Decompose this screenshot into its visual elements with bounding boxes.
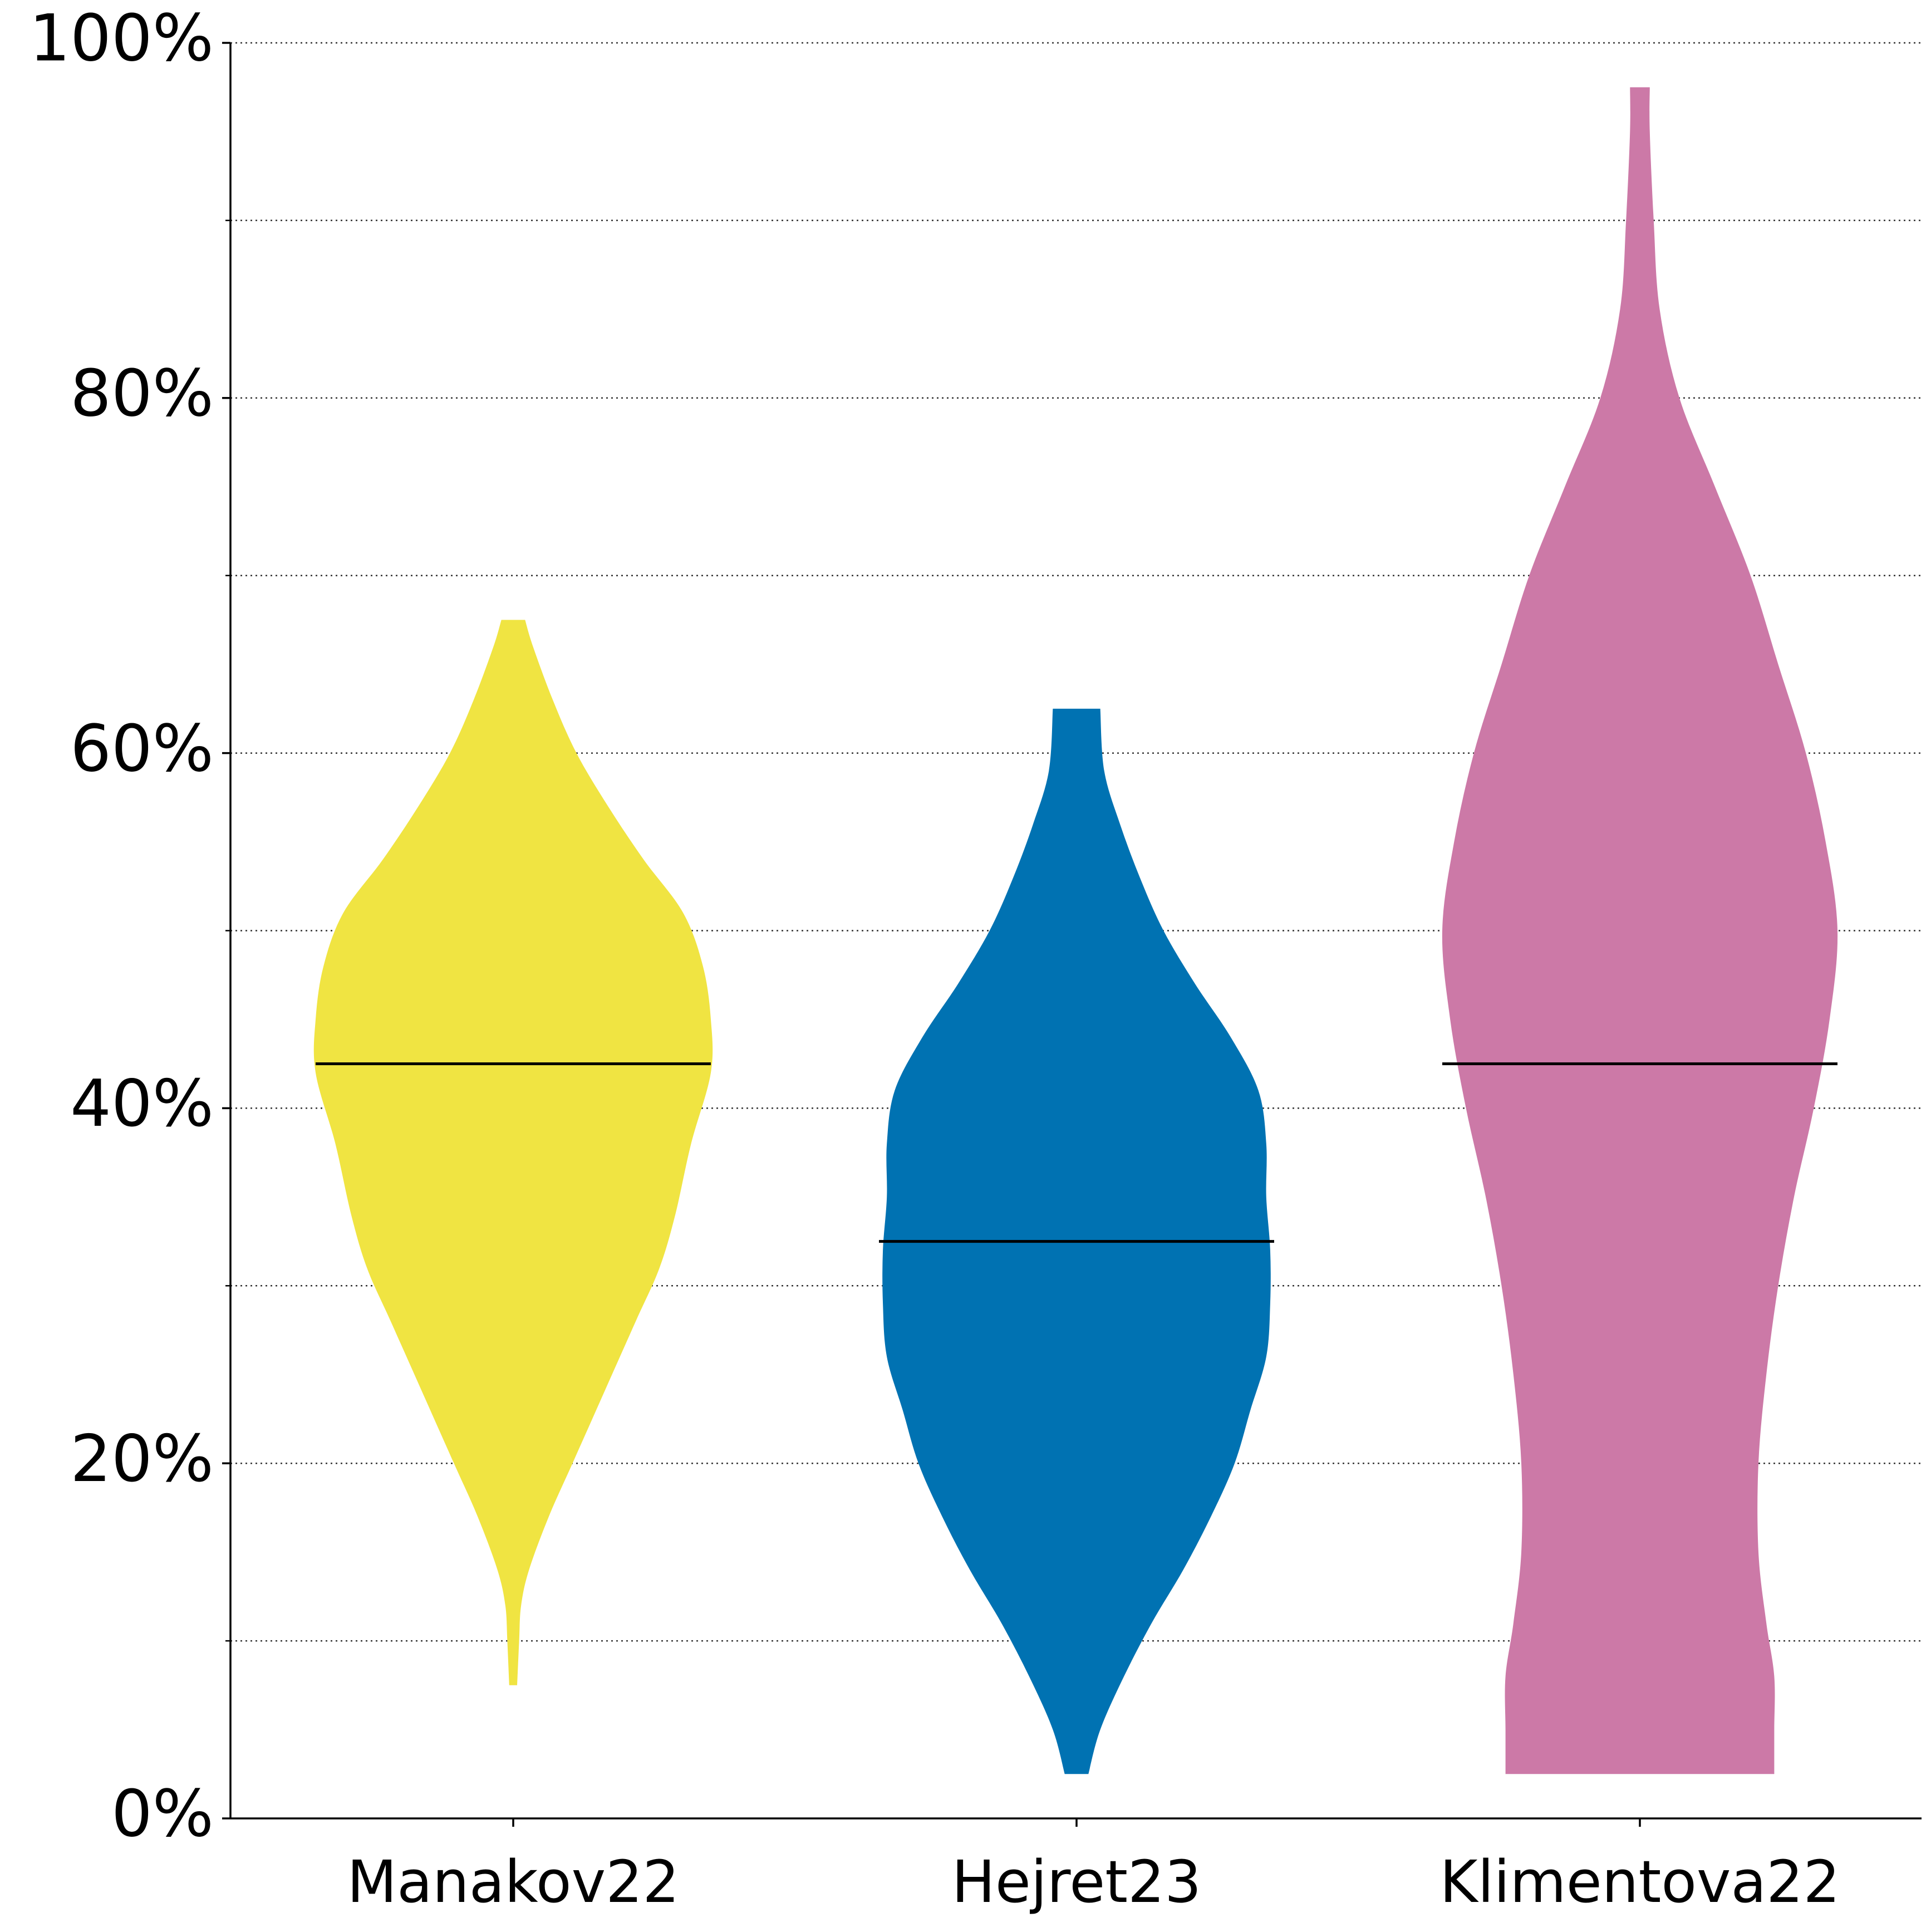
violin-manakov22	[313, 620, 713, 1685]
axes: 0% 20% 40% 60% 80% 100% Manakov22 Hejret23 Klime…	[29, 1, 1922, 1916]
median-lines	[316, 1062, 1837, 1243]
y-tick-label-0: 0%	[111, 1777, 214, 1852]
x-tick-label-klimentova22: Klimentova22	[1439, 1848, 1840, 1916]
y-tick-label-40: 40%	[70, 1066, 214, 1141]
violin-klimentova22	[1442, 87, 1838, 1774]
y-tick-label-60: 60%	[70, 711, 214, 786]
x-tick-label-hejret23: Hejret23	[952, 1848, 1202, 1916]
y-tick-label-20: 20%	[70, 1421, 214, 1497]
x-tick-label-manakov22: Manakov22	[347, 1848, 679, 1916]
y-tick-label-80: 80%	[70, 356, 214, 431]
y-tick-label-100: 100%	[29, 1, 214, 76]
violins	[313, 87, 1838, 1774]
